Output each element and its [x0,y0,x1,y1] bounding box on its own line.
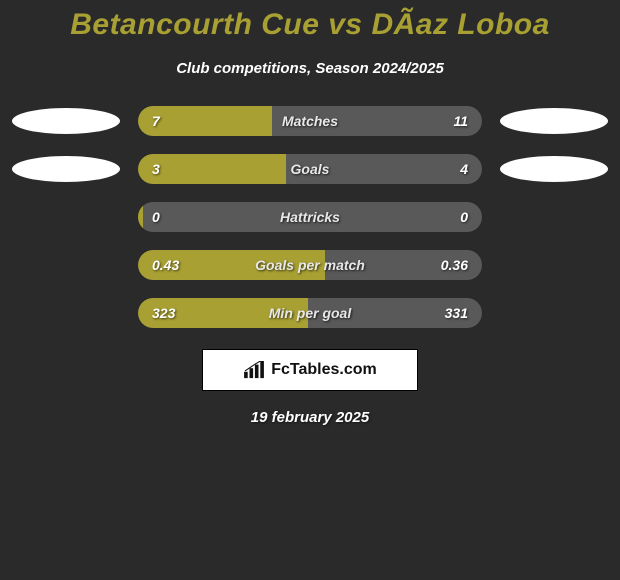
stat-bar: 3 Goals 4 [138,154,482,184]
right-value: 331 [445,305,468,321]
brand-label: FcTables.com [271,361,377,379]
stat-row: 323 Min per goal 331 [0,297,620,329]
stat-label: Hattricks [280,209,340,225]
left-pill [12,108,120,134]
page-title: Betancourth Cue vs DÃ­az Loboa [0,8,620,42]
chart-icon [243,361,265,379]
left-value: 0 [152,209,160,225]
stat-label: Goals [291,161,330,177]
right-value: 0 [460,209,468,225]
left-value: 323 [152,305,175,321]
right-value: 0.36 [441,257,468,273]
stat-bar: 323 Min per goal 331 [138,298,482,328]
right-pill [500,156,608,182]
date-label: 19 february 2025 [0,409,620,426]
stat-bar: 0 Hattricks 0 [138,202,482,232]
right-pill [500,108,608,134]
stats-rows: 7 Matches 11 3 Goals 4 0 Hattricks 0 0.43 Goals pe… [0,105,620,329]
right-value: 4 [460,161,468,177]
comparison-card: Betancourth Cue vs DÃ­az Loboa Club comp… [0,0,620,426]
left-value: 3 [152,161,160,177]
left-value: 0.43 [152,257,179,273]
stat-row: 3 Goals 4 [0,153,620,185]
left-value: 7 [152,113,160,129]
stat-row: 0 Hattricks 0 [0,201,620,233]
right-value: 11 [453,113,468,129]
stat-label: Min per goal [269,305,351,321]
stat-row: 7 Matches 11 [0,105,620,137]
left-pill [12,156,120,182]
brand-box[interactable]: FcTables.com [202,349,418,391]
bar-fill [138,202,143,232]
stat-label: Matches [282,113,338,129]
stat-row: 0.43 Goals per match 0.36 [0,249,620,281]
bar-fill [138,154,286,184]
stat-label: Goals per match [255,257,365,273]
stat-bar: 0.43 Goals per match 0.36 [138,250,482,280]
stat-bar: 7 Matches 11 [138,106,482,136]
subtitle: Club competitions, Season 2024/2025 [0,60,620,77]
